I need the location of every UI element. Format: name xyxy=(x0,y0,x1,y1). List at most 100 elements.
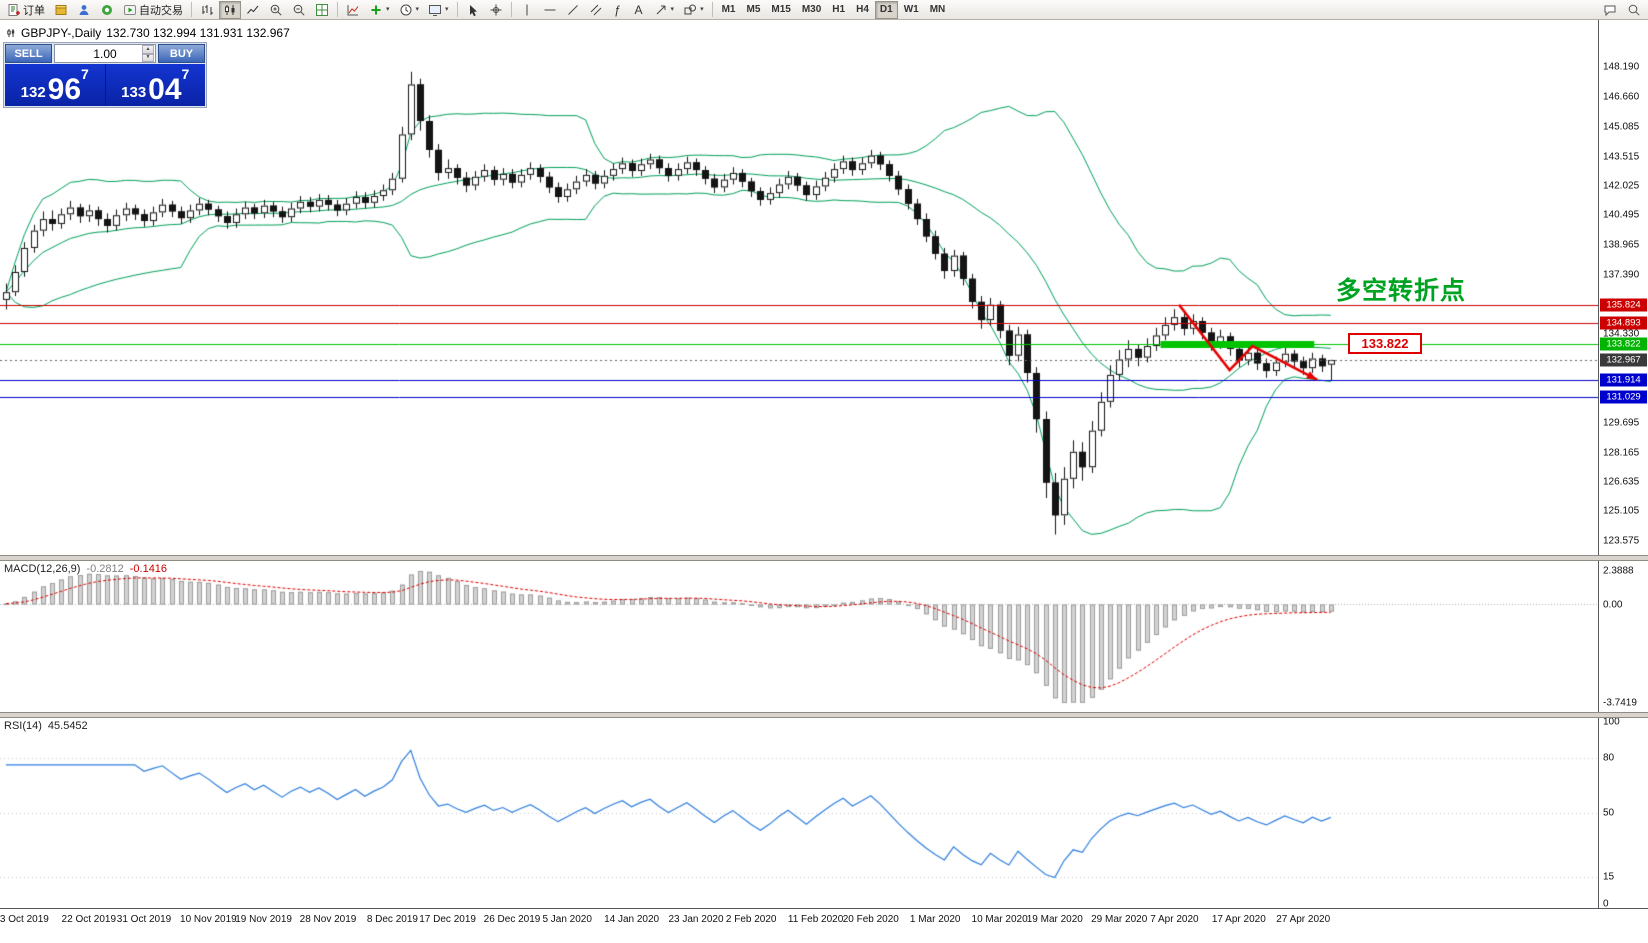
community-button[interactable] xyxy=(96,1,118,19)
rsi-axis-label: 0 xyxy=(1603,898,1609,910)
macd-axis-label: -3.7419 xyxy=(1603,697,1637,709)
timeframe-button-h1[interactable]: H1 xyxy=(827,1,850,19)
plus-icon xyxy=(371,5,381,14)
ask-price[interactable]: 133 04 7 xyxy=(106,64,206,106)
search-button[interactable] xyxy=(1623,1,1645,19)
new-order-button[interactable]: 订单 xyxy=(3,1,49,19)
date-axis-label: 29 Mar 2020 xyxy=(1091,914,1148,925)
date-axis-label: 10 Nov 2019 xyxy=(180,914,237,925)
price-tag: 133.822 xyxy=(1600,337,1647,351)
volume-spinner: ▲ ▼ xyxy=(142,45,154,62)
symbol-ohlc: 132.730 132.994 131.931 132.967 xyxy=(106,26,290,40)
channel-tool-button[interactable] xyxy=(585,1,607,19)
vertical-line-tool-button[interactable] xyxy=(516,1,538,19)
tile-windows-button[interactable] xyxy=(311,1,333,19)
price-axis-label: 140.495 xyxy=(1603,209,1640,221)
timeframe-button-m5[interactable]: M5 xyxy=(741,1,765,19)
volume-input[interactable]: 1.00 ▲ ▼ xyxy=(54,44,156,63)
toolbar-separator xyxy=(337,2,338,17)
macd-axis-label: 0.00 xyxy=(1603,599,1623,610)
macd-axis-label: 2.3888 xyxy=(1603,565,1634,577)
shapes-tool-button[interactable]: ▾ xyxy=(679,1,708,19)
zoom-in-button[interactable] xyxy=(265,1,287,19)
turning-point-annotation: 多空转折点 xyxy=(1335,277,1466,306)
price-tag: 132.967 xyxy=(1600,353,1647,367)
indicators-button[interactable] xyxy=(342,1,364,19)
wallet-icon xyxy=(55,4,67,15)
toolbar-separator xyxy=(711,2,713,17)
rsi-axis-label: 80 xyxy=(1603,752,1615,764)
arrow-tool-button[interactable]: ▾ xyxy=(650,1,679,19)
date-axis-label: 17 Apr 2020 xyxy=(1211,914,1266,925)
timeframe-button-m15[interactable]: M15 xyxy=(766,1,795,19)
templates-button[interactable]: ▾ xyxy=(424,1,453,19)
template-monitor-icon xyxy=(429,4,442,16)
timeframe-button-m1[interactable]: M1 xyxy=(717,1,741,19)
user-icon xyxy=(79,4,89,15)
timeframe-button-mn[interactable]: MN xyxy=(925,1,951,19)
bid-prefix: 132 xyxy=(20,83,46,101)
symbol-chart-icon xyxy=(7,29,15,37)
bid-price[interactable]: 132 96 7 xyxy=(5,64,105,106)
crosshair-icon xyxy=(490,4,502,15)
autotrading-button[interactable]: 自动交易 xyxy=(119,1,187,19)
date-axis-label: 20 Feb 2020 xyxy=(842,914,899,925)
macd-panel-divider[interactable] xyxy=(0,555,1648,561)
price-axis-label: 123.575 xyxy=(1603,535,1640,547)
periods-button[interactable]: ▾ xyxy=(395,1,424,19)
buy-button[interactable]: BUY xyxy=(158,44,205,63)
rsi-value: 45.5452 xyxy=(47,720,88,732)
cursor-button[interactable] xyxy=(462,1,484,19)
caret-down-icon: ▾ xyxy=(445,6,449,13)
price-axis-label: 142.025 xyxy=(1603,180,1640,192)
macd-signal-value: -0.1416 xyxy=(129,563,168,575)
chart-bars-button[interactable] xyxy=(196,1,218,19)
timeframe-button-h4[interactable]: H4 xyxy=(851,1,874,19)
chart-candles-button[interactable] xyxy=(219,0,241,19)
search-icon xyxy=(1628,4,1640,16)
price-axis-label: 126.635 xyxy=(1603,476,1640,488)
price-axis-label: 137.390 xyxy=(1603,269,1640,281)
crosshair-button[interactable] xyxy=(485,1,507,19)
trendline-tool-button[interactable] xyxy=(562,1,584,19)
vertical-line-icon xyxy=(526,4,528,15)
chat-bubble-icon xyxy=(1604,5,1616,16)
add-indicator-button[interactable]: ▾ xyxy=(365,1,394,19)
chart-canvas[interactable] xyxy=(0,20,1598,943)
caret-down-icon: ▾ xyxy=(415,6,420,13)
date-axis[interactable]: 3 Oct 2019 22 Oct 2019 31 Oct 2019 10 Nov 2… xyxy=(0,909,1648,943)
date-axis-label: 3 Oct 2019 xyxy=(0,914,49,925)
price-axis-label: 148.190 xyxy=(1603,61,1640,73)
toolbar: 订单 自动交易 xyxy=(0,0,1648,20)
chat-button[interactable] xyxy=(1599,1,1621,19)
globe-icon xyxy=(102,4,112,15)
fibonacci-tool-button[interactable]: ƒ xyxy=(608,1,628,19)
date-axis-label: 2 Feb 2020 xyxy=(725,914,777,925)
volume-down-button[interactable]: ▼ xyxy=(142,53,154,62)
timeframe-button-w1[interactable]: W1 xyxy=(899,1,924,19)
fibonacci-icon: ƒ xyxy=(614,2,621,17)
price-axis-label: 129.695 xyxy=(1603,417,1640,429)
wallet-button[interactable] xyxy=(50,1,72,19)
price-divider xyxy=(104,64,106,106)
timeframe-button-d1[interactable]: D1 xyxy=(874,0,898,19)
macd-main-value: -0.2812 xyxy=(86,563,124,575)
volume-up-button[interactable]: ▲ xyxy=(142,45,154,54)
date-axis-label: 8 Dec 2019 xyxy=(366,914,418,925)
rsi-panel-divider[interactable] xyxy=(0,712,1648,718)
horizontal-line-tool-button[interactable] xyxy=(539,1,561,19)
macd-indicator-label: MACD(12,26,9) -0.2812 -0.1416 xyxy=(4,563,167,575)
zoom-out-button[interactable] xyxy=(288,1,310,19)
chart-line-button[interactable] xyxy=(242,1,264,19)
rsi-axis-label: 15 xyxy=(1603,871,1615,883)
timeframe-button-m30[interactable]: M30 xyxy=(797,1,826,19)
timeframe-group: M1 M5 M15 M30 H1 H4 D1 W1 MN xyxy=(717,0,951,19)
accounts-button[interactable] xyxy=(73,1,95,19)
trendline-icon xyxy=(567,4,578,15)
price-axis[interactable]: 148.190 146.660 145.085 143.515 142.025 140.4… xyxy=(1598,20,1648,943)
sell-button[interactable]: SELL xyxy=(5,44,52,63)
date-axis-label: 22 Oct 2019 xyxy=(61,914,117,925)
text-tool-button[interactable]: A xyxy=(629,1,649,19)
line-chart-icon xyxy=(247,5,259,14)
